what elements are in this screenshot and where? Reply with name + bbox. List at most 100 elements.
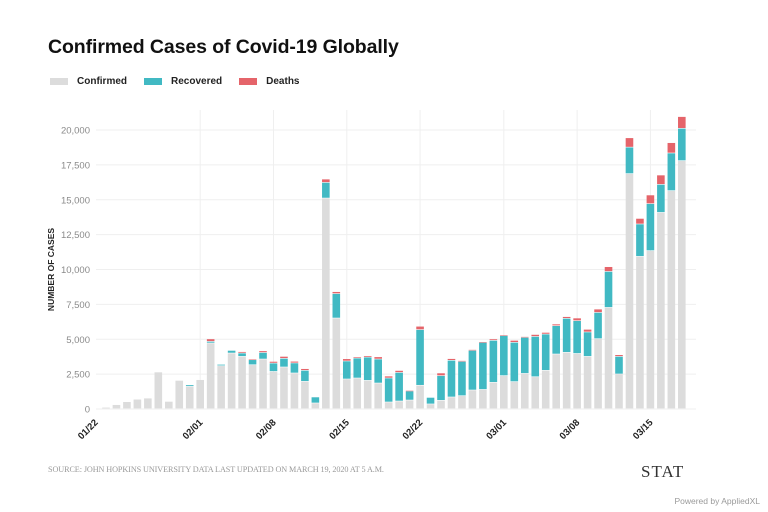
bar-recovered [405, 391, 414, 400]
bar-deaths [646, 195, 655, 204]
bar-deaths [437, 373, 445, 376]
bar-confirmed [468, 390, 477, 409]
bar-deaths [583, 329, 592, 332]
bar-confirmed [322, 198, 330, 409]
bar-confirmed [552, 354, 560, 409]
bar-group [636, 218, 644, 409]
bar-group [520, 336, 529, 409]
bar-recovered [458, 361, 466, 396]
bar-confirmed [615, 374, 623, 409]
bar-deaths [615, 355, 623, 357]
bar-recovered [259, 352, 267, 359]
bar-deaths [280, 356, 288, 359]
y-tick-label: 2,500 [66, 370, 90, 381]
bar-confirmed [479, 389, 487, 409]
y-tick-label: 5,000 [66, 335, 90, 346]
bar-group [332, 291, 341, 409]
bar-confirmed [384, 402, 393, 409]
bar-group [133, 399, 142, 409]
bar-group [154, 372, 163, 409]
legend-label-deaths: Deaths [266, 76, 300, 87]
bar-confirmed [374, 383, 382, 409]
x-axis: 01/22 02/01 02/08 02/15 02/22 03/01 03/08 03/15 [76, 417, 656, 442]
bar-confirmed [301, 381, 309, 409]
bar-deaths [562, 316, 571, 319]
bar-recovered [322, 182, 330, 198]
bar-deaths [416, 326, 424, 330]
bar-recovered [678, 128, 686, 161]
bar-deaths [374, 357, 382, 359]
bar-recovered [500, 335, 508, 376]
bar-confirmed [573, 353, 581, 409]
bar-confirmed [678, 160, 686, 409]
bar-confirmed [531, 377, 540, 409]
bar-confirmed [363, 380, 372, 409]
bar-recovered [217, 364, 225, 366]
bar-deaths [657, 175, 665, 185]
x-tick-label: 01/22 [76, 417, 101, 442]
bar-recovered [657, 184, 665, 213]
bar-group [458, 360, 466, 409]
bar-recovered [395, 372, 403, 401]
y-tick-label: 12,500 [61, 230, 90, 241]
bar-recovered [594, 312, 602, 339]
bar-confirmed [133, 399, 142, 409]
bar-deaths [468, 349, 477, 351]
bar-group [248, 359, 257, 409]
bar-group [353, 357, 362, 409]
bar-group [217, 364, 225, 409]
bar-group [405, 390, 414, 409]
bar-recovered [562, 318, 571, 353]
bar-recovered [206, 341, 215, 343]
bar-recovered [290, 363, 299, 373]
x-tick-label: 02/22 [401, 417, 426, 442]
y-tick-label: 7,500 [66, 300, 90, 311]
bar-confirmed [395, 401, 403, 409]
bar-group [646, 195, 655, 409]
bar-deaths [531, 334, 540, 337]
bar-deaths [238, 351, 246, 353]
bar-deaths [500, 335, 508, 336]
bar-deaths [594, 309, 602, 313]
bar-recovered [342, 361, 351, 379]
bar-recovered [541, 334, 550, 371]
bar-group [342, 359, 351, 409]
y-tick-label: 17,500 [61, 160, 90, 171]
bar-confirmed [489, 382, 498, 409]
bar-deaths [447, 358, 456, 360]
bar-group [678, 116, 686, 409]
bar-group [227, 350, 236, 409]
bar-group [604, 266, 613, 409]
bar-recovered [510, 342, 519, 382]
bar-group [625, 138, 634, 409]
x-tick-label: 02/08 [254, 417, 279, 442]
bar-deaths [363, 355, 372, 357]
bars [102, 116, 686, 409]
bar-recovered [426, 397, 435, 404]
bar-recovered [583, 332, 592, 357]
legend-swatch-recovered [144, 78, 162, 85]
bar-confirmed [269, 371, 278, 409]
bar-confirmed [290, 373, 299, 409]
powered-by-link[interactable]: Powered by AppliedXL [674, 496, 760, 506]
bar-recovered [552, 325, 560, 354]
legend-label-confirmed: Confirmed [77, 76, 127, 87]
bar-deaths [259, 351, 267, 353]
y-tick-label: 0 [85, 405, 90, 416]
bar-deaths [301, 368, 309, 371]
bar-group [112, 404, 121, 409]
bar-confirmed [342, 379, 351, 409]
bar-confirmed [259, 359, 267, 409]
bar-confirmed [123, 402, 131, 409]
bar-group [374, 357, 382, 409]
bar-deaths [552, 324, 560, 326]
bar-confirmed [510, 381, 519, 409]
bar-group [259, 351, 267, 409]
bar-group [102, 407, 110, 409]
x-tick-label: 03/15 [631, 417, 656, 442]
legend-swatch-confirmed [50, 78, 68, 85]
bar-recovered [185, 385, 194, 387]
bar-group [123, 402, 131, 409]
bar-group [395, 370, 403, 409]
